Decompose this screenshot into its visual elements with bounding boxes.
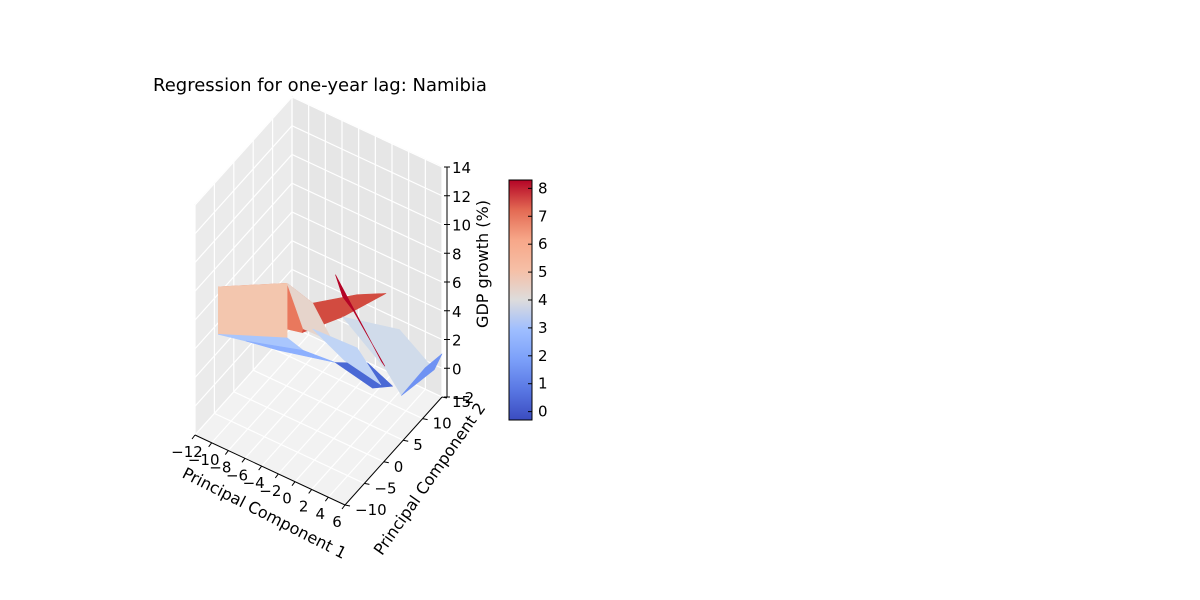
z-gridline [194,125,443,235]
y-tick [422,418,428,421]
x-tick [324,496,329,502]
z-gridline [194,182,443,292]
x-tick-label: −4 [243,474,265,492]
z-gridline [194,153,443,263]
surface-face-right-blue-facet [401,353,443,396]
y-tick [364,482,370,485]
chart-title: Regression for one-year lag: Namibia [153,75,487,96]
y-tick-label: −10 [355,501,387,519]
colorbar-tick-label: 2 [538,347,548,365]
x-tick-label: 0 [282,490,292,508]
z-tick-label: 2 [452,332,462,350]
y-tick-label: 15 [452,393,471,411]
colorbar-tick-label: 8 [538,179,548,197]
surface [218,274,443,396]
y-tick-label: 5 [413,436,423,454]
z-tick-label: 8 [452,245,462,263]
x-tick-label: 2 [299,497,309,515]
x-axis-line [194,434,346,506]
colorbar: 0 1 2 3 4 5 6 7 8 [508,179,548,421]
y-tick-label: −5 [374,479,396,497]
x-tick [208,442,213,448]
colorbar-tick-label: 1 [538,375,548,393]
z-gridline [194,96,443,206]
z-gridline [194,211,443,321]
x-tick-label: 6 [332,513,342,531]
x-tick-label: −6 [226,466,248,484]
z-tick-label: 10 [452,217,471,235]
y-tick-label: 0 [394,458,404,476]
y-tick [403,439,409,442]
3d-axes: −12−10−8−6−4−2 0 2 4 6−10−5051015−2024681012… [171,95,492,563]
colorbar-tick-label: 0 [538,403,548,421]
x-tick [258,465,263,471]
colorbar-tick-label: 6 [538,235,548,253]
x-tick-label: −10 [188,451,220,469]
y-axis-line [344,396,443,506]
z-axis-title: GDP growth (%) [473,200,492,328]
x-tick-label: −8 [209,459,231,477]
x-tick [308,489,313,494]
x-tick-label: −12 [171,443,203,461]
colorbar-tick-label: 4 [538,291,548,309]
z-tick-label: 6 [452,274,462,292]
z-tick-label: 0 [452,360,462,378]
x-tick [191,434,196,440]
z-gridline [194,268,443,378]
x-tick-label: 4 [316,505,326,523]
colorbar-tick-label: 7 [538,207,548,225]
x-tick [291,481,296,486]
x-tick [274,473,279,479]
x-tick [341,504,346,510]
x-tick [224,450,229,455]
surface-face-left-wall [218,282,288,339]
colorbar-tick-label: 3 [538,319,548,337]
x-tick [241,458,246,463]
z-tick-label: 4 [452,303,462,321]
z-tick-label: 12 [452,188,471,206]
y-tick [344,504,351,507]
x-tick-label: −2 [259,482,281,500]
z-tick-label: 14 [452,159,471,177]
y-tick [383,461,389,464]
y-tick-label: 10 [433,415,452,433]
surface-face-red-spike [335,274,386,367]
surface-face-center-shard [312,328,382,386]
z-tick-label: −2 [452,389,474,407]
colorbar-tick-label: 5 [538,263,548,281]
